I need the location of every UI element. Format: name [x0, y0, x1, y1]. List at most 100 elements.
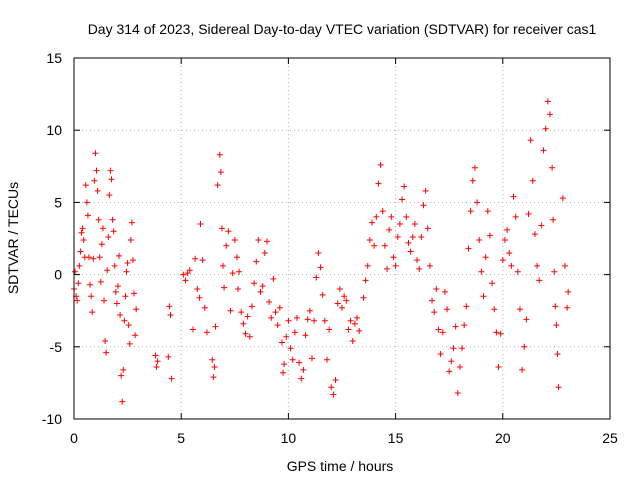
data-point	[366, 236, 373, 243]
data-point	[189, 326, 196, 333]
data-point	[94, 187, 101, 194]
data-point	[289, 356, 296, 363]
data-point	[114, 283, 121, 290]
data-point	[131, 290, 138, 297]
axis-ticks	[73, 57, 611, 420]
data-point	[319, 291, 326, 298]
data-point	[484, 208, 491, 215]
data-point	[272, 309, 279, 316]
data-point	[525, 210, 532, 217]
data-point	[478, 268, 485, 275]
data-point	[259, 283, 266, 290]
data-point	[199, 257, 206, 264]
y-tick-labels: -10 -5 0 5 10 15	[42, 50, 62, 427]
data-point	[117, 312, 124, 319]
data-point	[424, 225, 431, 232]
data-point	[554, 351, 561, 358]
data-point	[276, 304, 283, 311]
data-point	[133, 306, 140, 313]
data-point	[396, 221, 403, 228]
data-point	[112, 288, 119, 295]
data-point	[448, 358, 455, 365]
data-point	[108, 176, 115, 183]
data-point	[93, 167, 100, 174]
data-point	[167, 312, 174, 319]
data-point	[375, 180, 382, 187]
data-point	[209, 356, 216, 363]
data-point	[362, 277, 369, 284]
data-point	[463, 303, 470, 310]
data-point	[317, 264, 324, 271]
data-point	[128, 219, 135, 226]
data-point	[153, 364, 160, 371]
data-point	[111, 262, 118, 269]
data-point	[480, 293, 487, 300]
data-point	[469, 177, 476, 184]
data-point	[508, 262, 515, 269]
data-point	[192, 255, 199, 262]
data-point	[210, 374, 217, 381]
data-point	[251, 280, 258, 287]
data-point	[90, 255, 97, 262]
data-point	[519, 366, 526, 373]
data-point	[96, 254, 103, 261]
data-point	[495, 364, 502, 371]
data-point	[92, 150, 99, 157]
data-point	[416, 265, 423, 272]
data-point	[227, 307, 234, 314]
data-point	[76, 262, 83, 269]
data-point	[405, 239, 412, 246]
data-point	[394, 234, 401, 241]
data-point	[83, 199, 90, 206]
data-point	[420, 202, 427, 209]
data-point	[304, 316, 311, 323]
data-point	[356, 327, 363, 334]
data-point	[77, 248, 84, 255]
data-point	[196, 294, 203, 301]
data-point	[124, 260, 131, 267]
data-point	[75, 280, 82, 287]
x-axis-label: GPS time / hours	[287, 458, 394, 474]
data-point	[540, 147, 547, 154]
data-point	[280, 369, 287, 376]
data-point	[74, 297, 81, 304]
data-point	[323, 356, 330, 363]
data-point	[246, 333, 253, 340]
data-point	[194, 286, 201, 293]
data-point	[283, 333, 290, 340]
data-point	[418, 234, 425, 241]
data-point	[261, 249, 268, 256]
data-point	[552, 303, 559, 310]
data-point	[364, 262, 371, 269]
data-point	[334, 300, 341, 307]
data-point	[121, 317, 128, 324]
data-point	[221, 284, 228, 291]
data-point	[347, 317, 354, 324]
data-point	[182, 277, 189, 284]
data-point	[166, 303, 173, 310]
data-point	[499, 257, 506, 264]
data-point	[122, 293, 129, 300]
data-point	[306, 307, 313, 314]
data-point	[401, 183, 408, 190]
data-point	[106, 192, 113, 199]
data-point	[216, 151, 223, 158]
data-point	[257, 288, 264, 295]
data-point	[343, 297, 350, 304]
data-point	[371, 242, 378, 249]
data-point	[154, 358, 161, 365]
data-point	[489, 280, 496, 287]
data-point	[381, 242, 388, 249]
data-point	[238, 309, 245, 316]
data-point	[471, 164, 478, 171]
data-point	[527, 137, 534, 144]
data-point	[467, 208, 474, 215]
data-point	[217, 169, 224, 176]
y-tick-label: 5	[54, 194, 62, 210]
data-point	[86, 254, 93, 261]
data-point	[482, 254, 489, 261]
data-point	[231, 236, 238, 243]
data-point	[268, 314, 275, 321]
data-point	[248, 303, 255, 310]
data-point	[459, 345, 466, 352]
